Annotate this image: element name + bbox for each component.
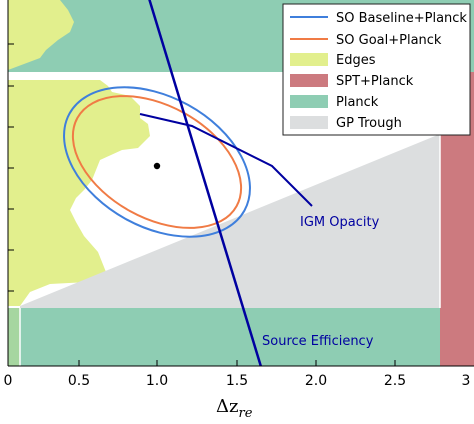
- x-axis-label: Δzre: [216, 396, 253, 421]
- so-baseline-planck-ellipse: [63, 86, 251, 238]
- edges-region-top: [8, 0, 74, 70]
- legend-swatch-gp-trough: [290, 116, 328, 129]
- source-efficiency-line: [148, 0, 263, 366]
- x-tick-label: 0: [4, 373, 13, 389]
- gp-trough-region: [20, 134, 440, 308]
- igm-opacity-line: [139, 113, 313, 207]
- planck-region-bottom: [8, 308, 474, 366]
- edges-region: [8, 80, 150, 306]
- legend-label: SO Goal+Planck: [336, 33, 442, 48]
- igm-opacity-label: IGM Opacity: [300, 215, 380, 230]
- source-efficiency-label: Source Efficiency: [262, 334, 374, 349]
- x-tick-label: 1.5: [226, 373, 248, 389]
- x-axis-label-main: Δz: [216, 396, 238, 417]
- x-tick-label: 2.5: [384, 373, 406, 389]
- x-axis-label-subscript: re: [238, 406, 252, 421]
- legend-label: Edges: [336, 53, 376, 68]
- legend-label: Planck: [336, 95, 379, 110]
- legend-box: [282, 3, 471, 136]
- x-tick-label: 2.0: [305, 373, 327, 389]
- x-tick-label: 1.0: [146, 373, 168, 389]
- fiducial-point: [153, 162, 161, 170]
- legend-label: SO Baseline+Planck: [336, 11, 467, 26]
- x-tick-label: 3: [462, 373, 471, 389]
- legend-swatch-planck: [290, 95, 328, 108]
- legend-label: SPT+Planck: [336, 74, 414, 89]
- legend-label: GP Trough: [336, 116, 402, 131]
- legend-swatch-spt-planck: [290, 74, 328, 87]
- legend: SO Baseline+Planck SO Goal+Planck Edges …: [282, 3, 471, 136]
- planck-edges-overlap: [8, 308, 20, 366]
- x-tick-label: 0.5: [68, 373, 90, 389]
- legend-swatch-edges: [290, 53, 328, 66]
